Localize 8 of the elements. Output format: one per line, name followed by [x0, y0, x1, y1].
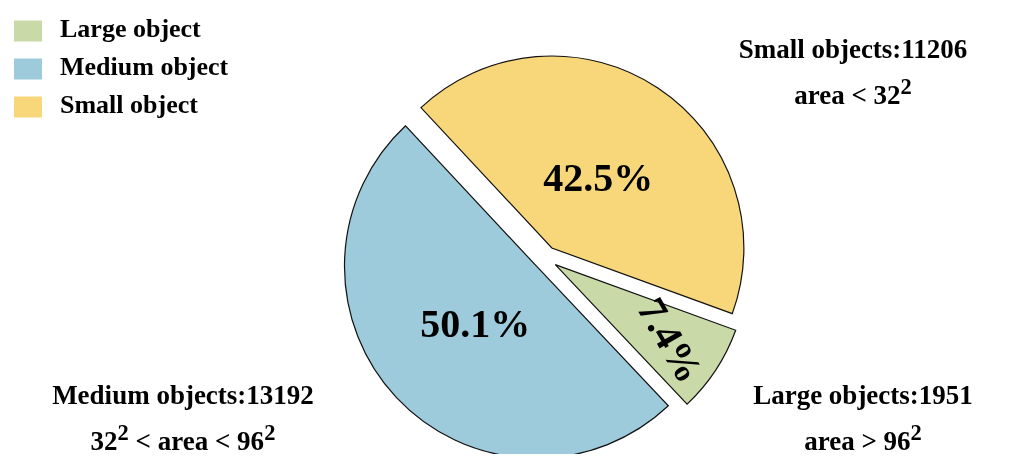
legend-label: Medium object	[60, 52, 229, 81]
text: Small objects:11206 area < 32$^{2}$	[737, 33, 969, 112]
data-label: 42.5%	[543, 155, 654, 201]
legend-label: Small object	[60, 90, 198, 119]
text: Medium objects:13192 32$^{2}$ < area < 96$^{2}$	[51, 379, 315, 458]
legend-label: Large object	[60, 14, 201, 43]
data-label: 50.1%	[420, 301, 531, 347]
text: Large objects:1951 area > 96$^{2}$	[752, 380, 974, 458]
